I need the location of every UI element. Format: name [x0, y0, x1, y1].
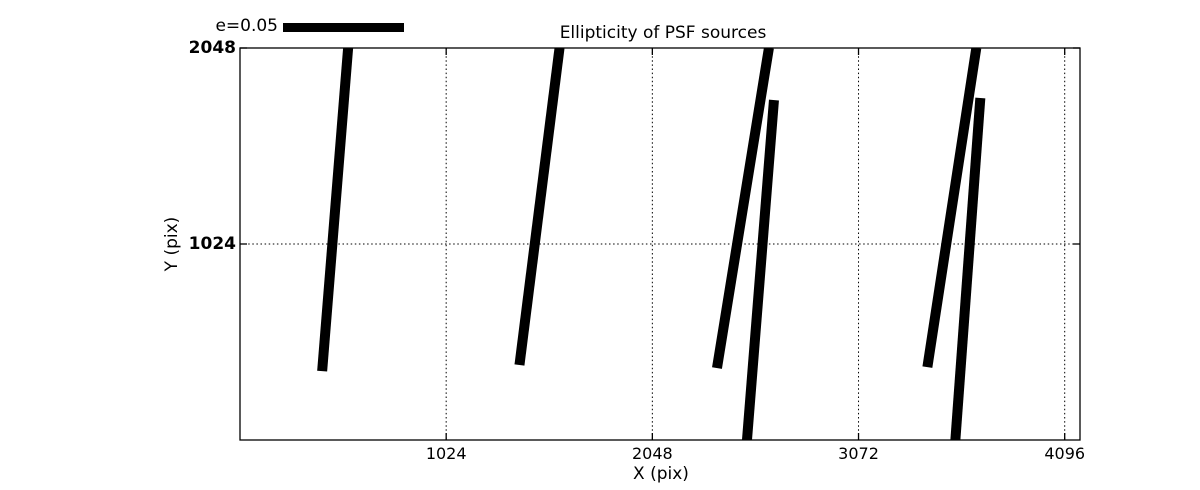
chart-title: Ellipticity of PSF sources [559, 23, 767, 43]
ellipticity-whisker [514, 48, 565, 366]
legend: e=0.05 [0, 0, 1200, 40]
whisker-group [317, 48, 986, 440]
y-tick-label: 2048 [188, 38, 236, 58]
y-tick-label: 1024 [188, 234, 236, 254]
ellipticity-whisker [712, 48, 774, 369]
x-tick-label: 3072 [838, 444, 879, 463]
ellipticity-whisker [741, 99, 779, 440]
legend-label: e=0.05 [215, 16, 278, 36]
y-axis-label: Y (pix) [162, 216, 182, 272]
ellipticity-whisker [950, 97, 986, 440]
x-tick-label: 4096 [1044, 444, 1086, 463]
x-tick-label: 1024 [425, 444, 467, 463]
ellipticity-whisker [317, 48, 354, 372]
ellipticity-whisker [922, 48, 982, 368]
x-tick-label: 2048 [631, 444, 673, 463]
x-axis-label: X (pix) [633, 464, 689, 484]
legend-bar [283, 23, 404, 32]
